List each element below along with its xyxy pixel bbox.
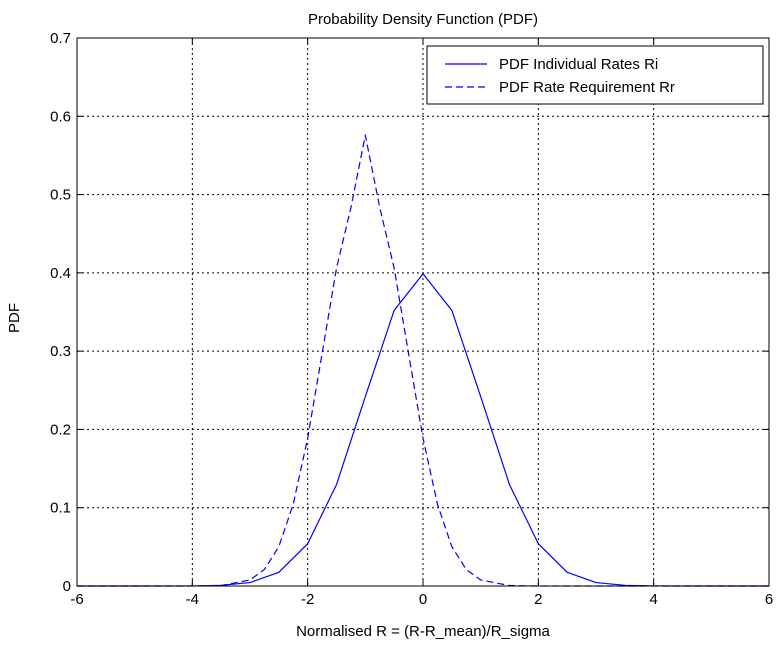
y-tick-label: 0.4 (50, 265, 71, 282)
y-tick-label: 0.3 (50, 343, 71, 360)
x-tick-label: 0 (419, 591, 427, 608)
y-tick-label: 0.7 (50, 30, 71, 47)
x-tick-label: 2 (534, 591, 542, 608)
y-tick-label: 0.6 (50, 108, 71, 125)
x-tick-label: 6 (765, 591, 773, 608)
legend-entry-label: PDF Rate Requirement Rr (499, 79, 675, 96)
y-tick-label: 0.1 (50, 500, 71, 517)
y-axis-label: PDF (6, 303, 23, 333)
legend-entry-label: PDF Individual Rates Ri (499, 56, 658, 73)
x-tick-label: -6 (70, 591, 83, 608)
y-tick-label: 0 (63, 578, 71, 595)
x-tick-label: 4 (649, 591, 657, 608)
x-axis-label: Normalised R = (R-R_mean)/R_sigma (296, 623, 550, 640)
legend: PDF Individual Rates Ri PDF Rate Requirem… (427, 46, 763, 104)
y-tick-label: 0.5 (50, 187, 71, 204)
y-tick-label: 0.2 (50, 421, 71, 438)
x-tick-label: -2 (301, 591, 314, 608)
chart-title: Probability Density Function (PDF) (308, 11, 538, 28)
x-tick-label: -4 (186, 591, 199, 608)
